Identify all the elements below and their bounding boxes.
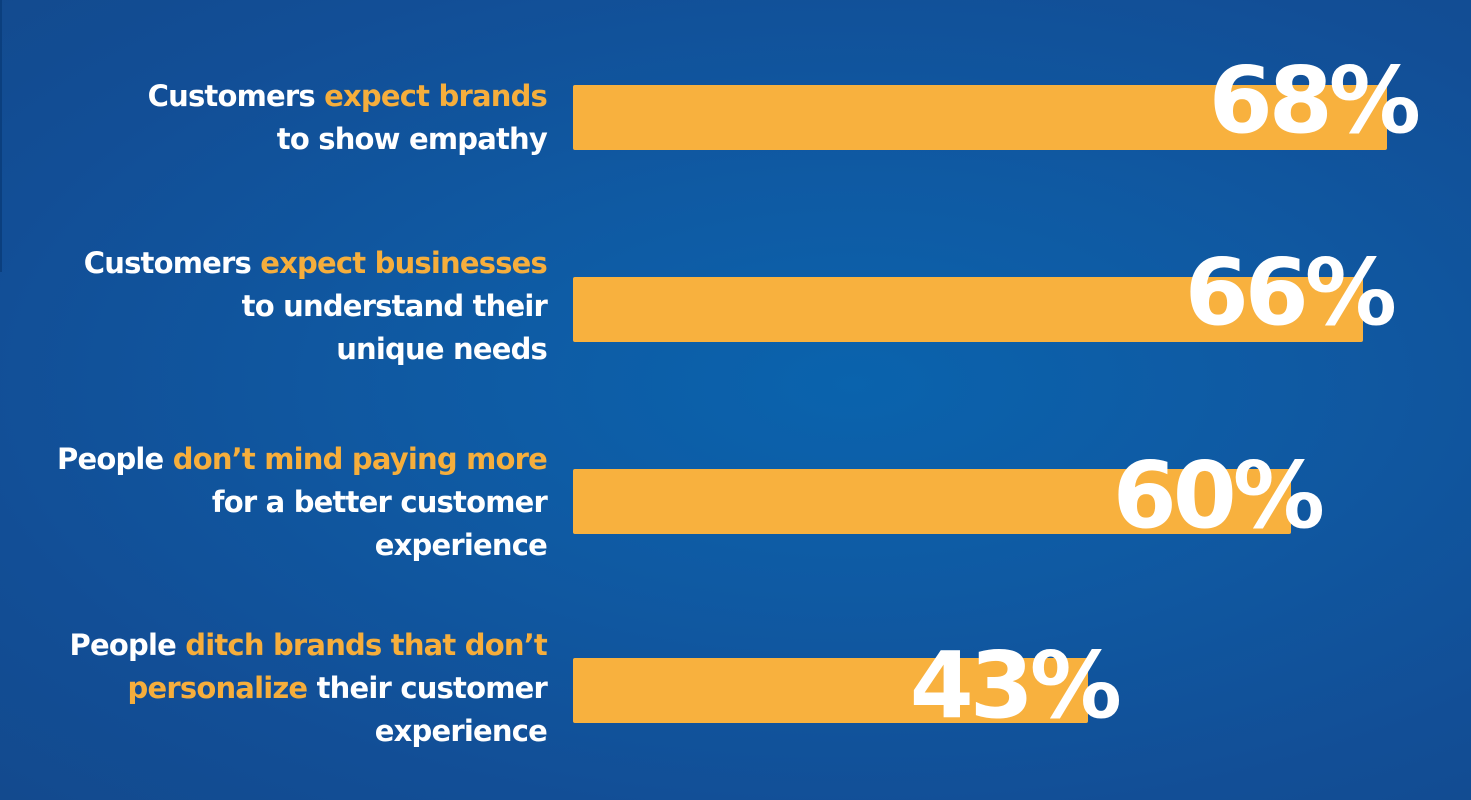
label-text: Customers <box>147 79 325 113</box>
label-text: to show empathy <box>276 122 548 156</box>
label-text: experience <box>374 528 548 562</box>
label-text: People <box>57 442 173 476</box>
label-text: unique needs <box>336 332 548 366</box>
label-highlight-text: expect brands <box>324 79 548 113</box>
label-highlight-text: don’t mind paying more <box>172 442 548 476</box>
label-highlight-text: expect businesses <box>260 246 548 280</box>
bar-track <box>573 85 1387 150</box>
label-text: experience <box>374 714 548 748</box>
bar-value-label: 43% <box>909 632 1122 739</box>
label-text: to understand their <box>241 289 548 323</box>
bar <box>573 658 1088 723</box>
bar <box>573 469 1291 534</box>
bar-category-label: Customers expect brands to show empathy <box>47 75 548 161</box>
bar-value-label: 68% <box>1208 47 1421 154</box>
left-edge-divider <box>0 0 2 272</box>
label-highlight-text: ditch brands that don’t <box>185 628 548 662</box>
label-text: for a better customer <box>211 485 548 519</box>
bar <box>573 85 1387 150</box>
bar-value-label: 66% <box>1184 239 1397 346</box>
bar-category-label: Customers expect businesses to understand… <box>47 242 548 371</box>
bar <box>573 277 1363 342</box>
bar-category-label: People don’t mind paying more for a bette… <box>47 438 548 567</box>
bar-track <box>573 469 1291 534</box>
label-text: Customers <box>83 246 261 280</box>
bar-category-label: People ditch brands that don’t personaliz… <box>47 624 548 753</box>
bar-track <box>573 658 1088 723</box>
label-text: People <box>69 628 186 662</box>
label-highlight-text: personalize <box>127 671 309 705</box>
label-text: their customer <box>307 671 548 705</box>
bar-track <box>573 277 1363 342</box>
bar-value-label: 60% <box>1112 442 1325 549</box>
